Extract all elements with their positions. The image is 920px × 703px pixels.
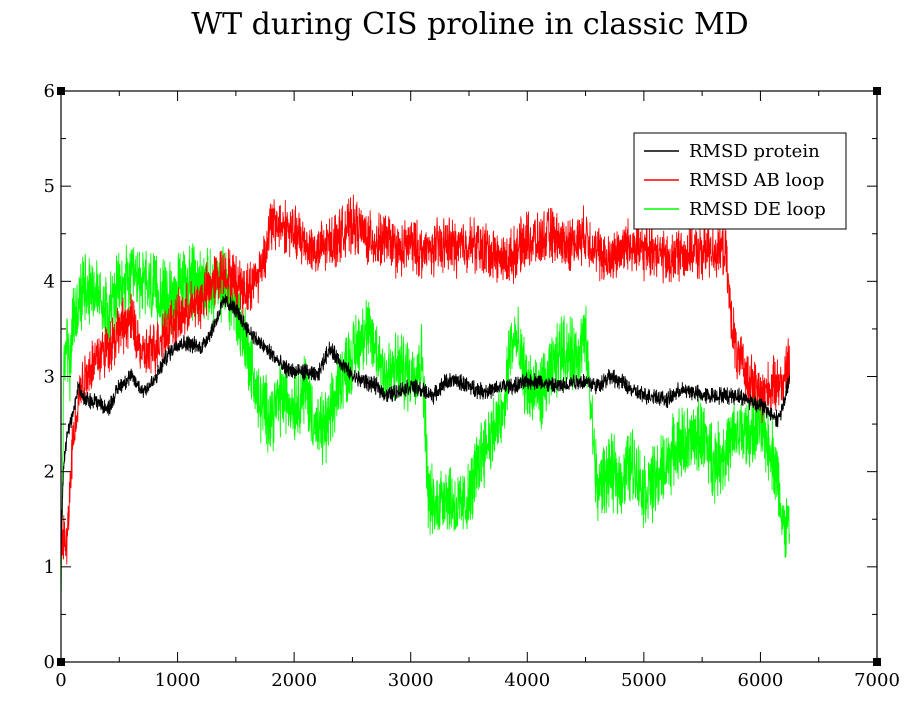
- y-tick-label: 4: [44, 271, 55, 292]
- x-tick-label: 1000: [155, 670, 201, 691]
- series-line-2: [60, 243, 791, 593]
- series-line-1: [60, 194, 791, 565]
- legend-label-1: RMSD AB loop: [689, 170, 824, 191]
- legend-label-2: RMSD DE loop: [689, 199, 826, 220]
- chart-title: WT during CIS proline in classic MD: [191, 7, 748, 42]
- y-tick-label: 0: [44, 652, 55, 673]
- x-tick-label: 5000: [621, 670, 667, 691]
- x-tick-label: 2000: [271, 670, 317, 691]
- x-tick-label: 6000: [738, 670, 784, 691]
- y-tick-label: 5: [44, 176, 55, 197]
- x-tick-label: 0: [55, 670, 66, 691]
- y-tick-label: 6: [44, 81, 55, 102]
- y-tick-label: 3: [44, 367, 55, 388]
- x-tick-label: 3000: [388, 670, 434, 691]
- axis-layer: 0 1000 2000 3000 4000 5000 6000 7000 0 1 2 3 4 5 6: [44, 81, 900, 691]
- legend-box: [633, 132, 847, 230]
- y-tick-label: 2: [44, 462, 55, 483]
- series-line-0: [60, 294, 791, 547]
- x-tick-label: 7000: [854, 670, 900, 691]
- legend-label-0: RMSD protein: [689, 141, 820, 162]
- x-tick-label: 4000: [504, 670, 550, 691]
- legend: RMSD protein RMSD AB loop RMSD DE loop: [633, 132, 847, 230]
- series-layer: [60, 194, 791, 593]
- y-tick-label: 1: [44, 557, 55, 578]
